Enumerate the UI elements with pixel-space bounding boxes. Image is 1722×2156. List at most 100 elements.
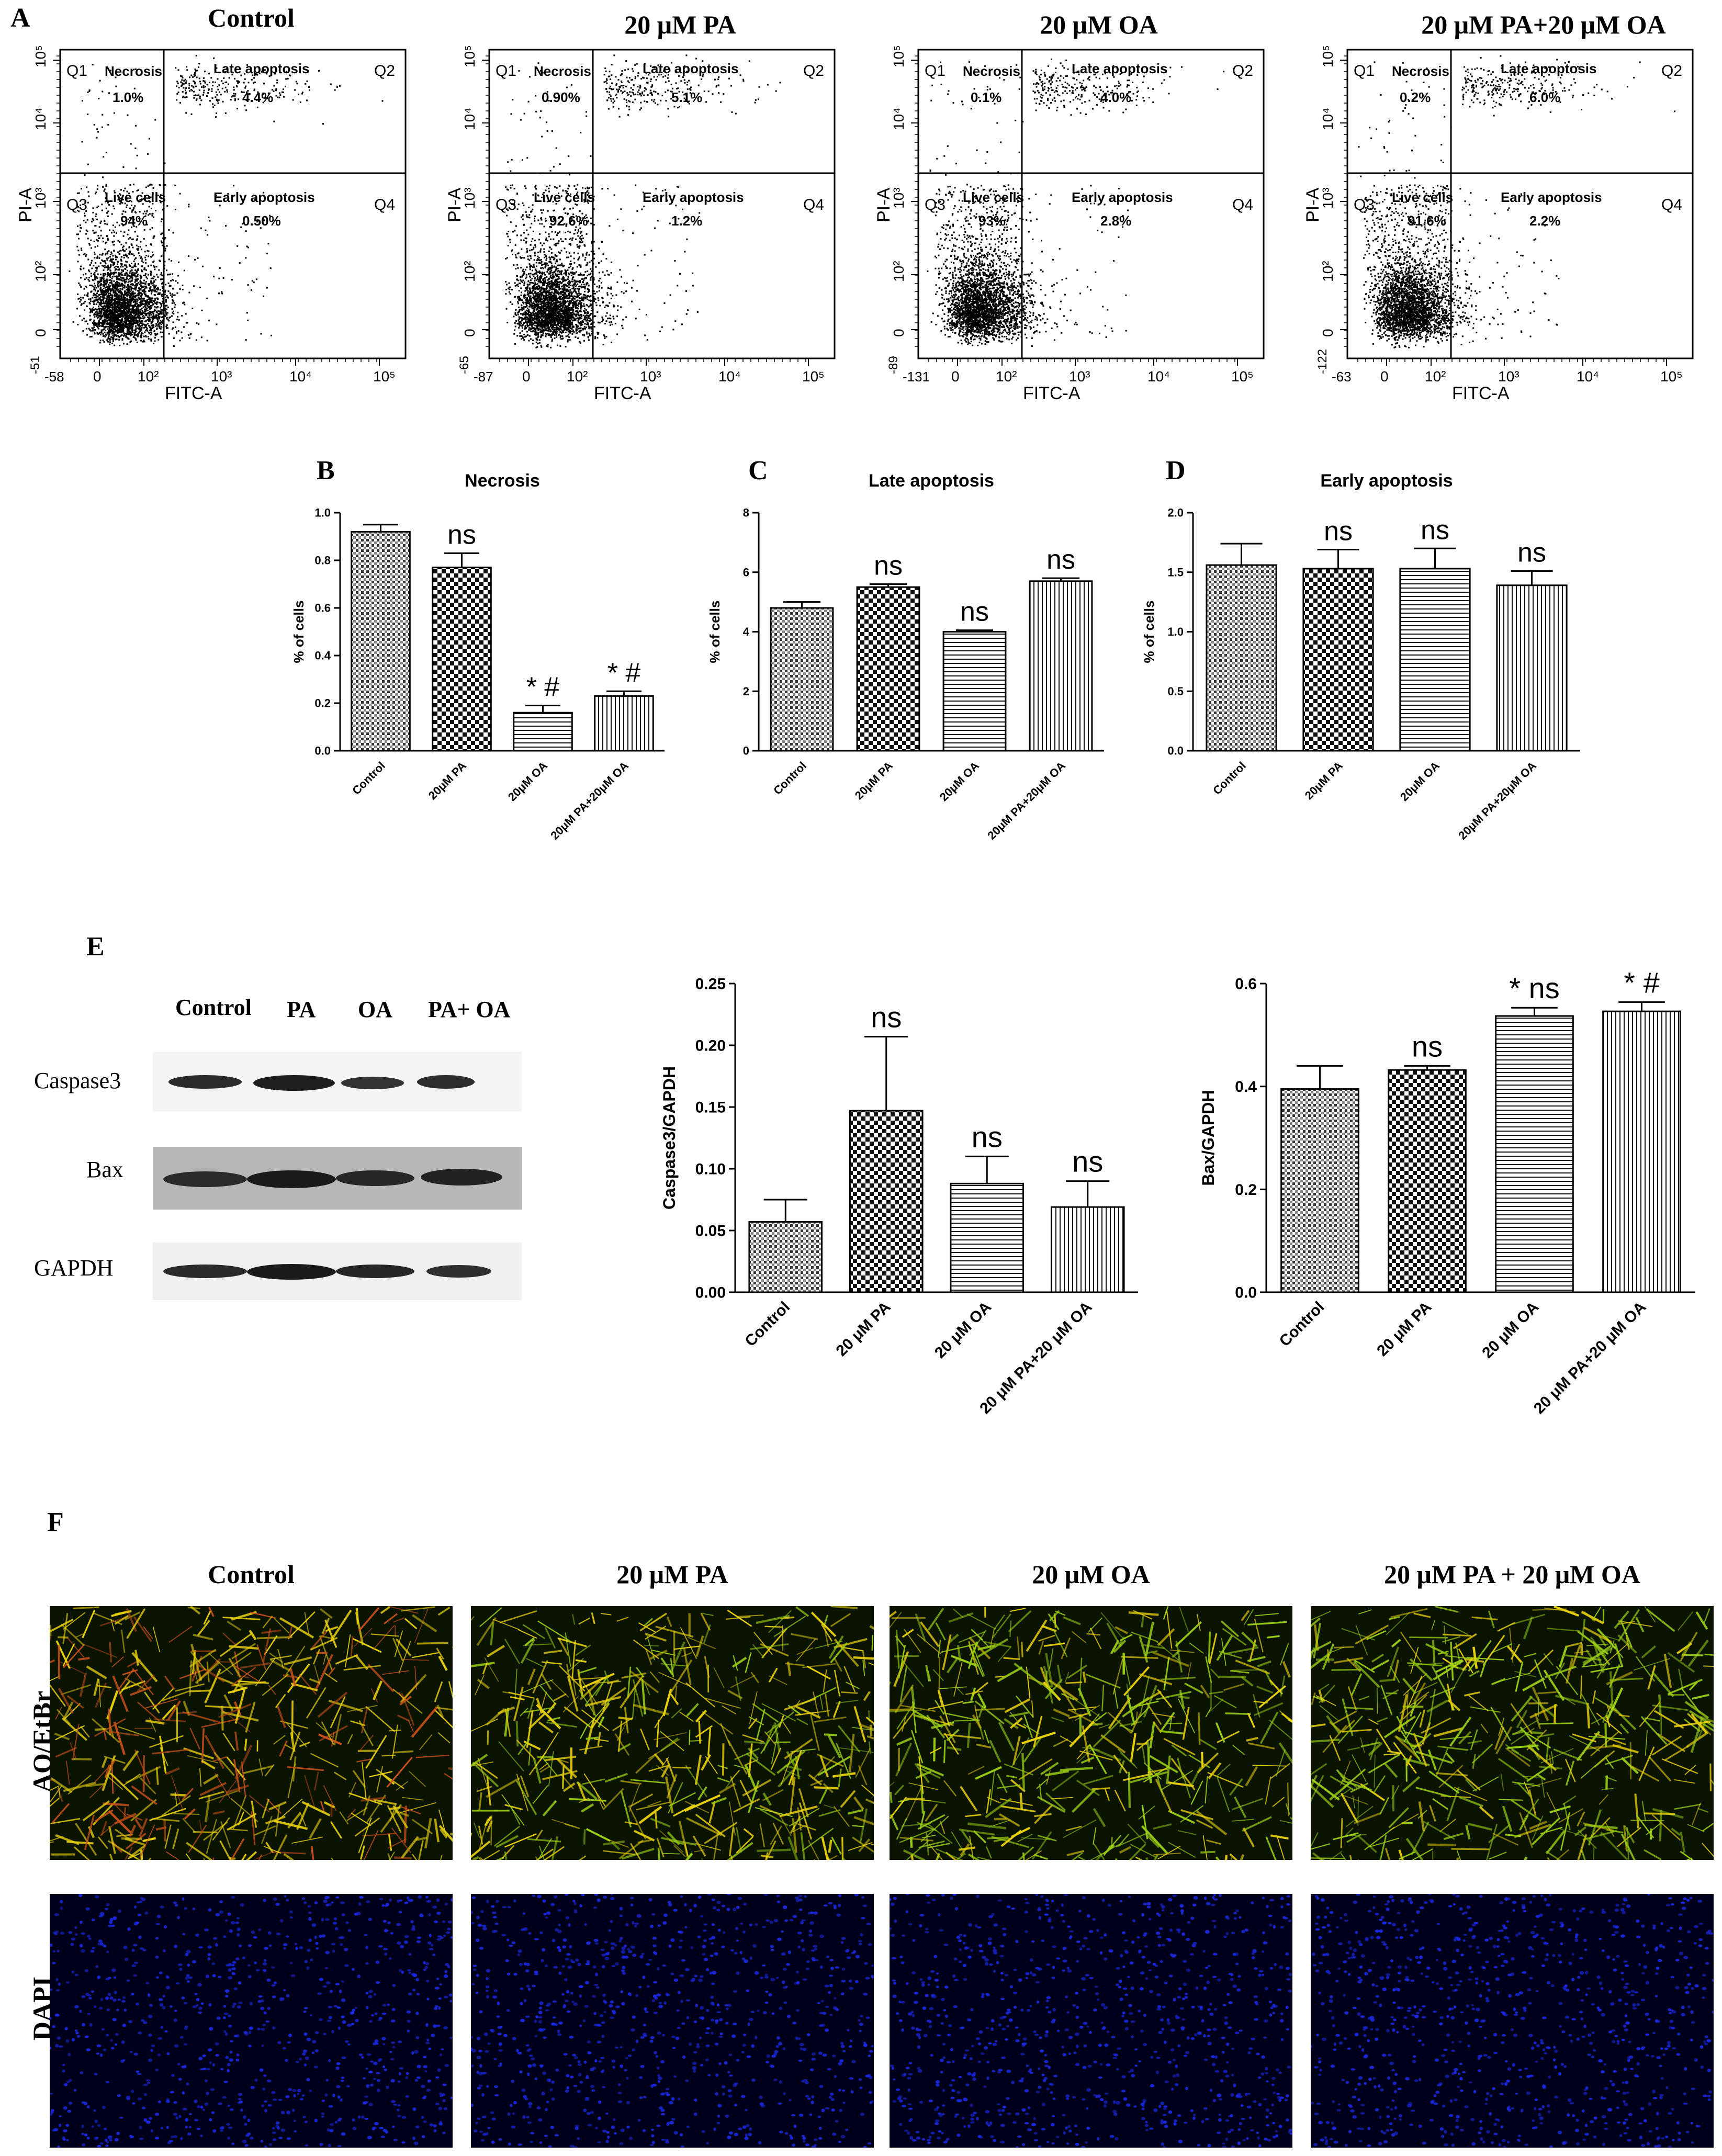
event-dot [584,328,587,330]
event-dot [532,297,534,299]
event-dot [98,306,99,307]
event-dot [144,299,147,301]
event-dot [111,284,114,286]
event-dot [136,154,138,156]
event-dot [122,298,123,300]
event-dot [330,83,332,85]
event-dot [124,202,126,205]
event-dot [237,82,239,84]
event-dot [542,267,544,269]
event-dot [110,310,112,312]
event-dot [83,267,85,269]
event-dot [142,311,144,313]
event-dot [99,311,102,313]
event-dot [96,315,98,318]
event-dot [556,259,558,261]
event-dot [172,278,174,280]
event-dot [201,265,204,267]
event-dot [584,257,587,259]
event-dot [246,312,248,314]
event-dot [106,276,108,278]
event-dot [131,295,133,297]
event-dot [148,338,150,340]
event-dot [520,324,522,326]
event-dot [106,339,108,341]
event-dot [151,184,153,186]
event-dot [234,77,235,80]
event-dot [166,314,168,316]
event-dot [580,311,582,313]
event-dot [528,310,530,312]
event-dot [167,307,169,308]
panel-label-b: B [317,455,335,486]
event-dot [139,274,141,276]
event-dot [514,312,516,314]
event-dot [582,300,584,302]
event-dot [572,297,574,299]
event-dot [140,311,142,313]
event-dot [230,99,232,101]
event-dot [176,99,178,101]
event-dot [129,298,131,300]
event-dot [123,321,125,323]
event-dot [563,309,565,311]
event-dot [541,309,543,311]
event-dot [215,96,217,98]
event-dot [112,314,114,317]
event-dot [586,312,588,314]
event-dot [552,317,554,319]
event-dot [137,235,139,238]
event-dot [166,245,168,247]
event-dot [147,153,149,155]
event-dot [111,303,114,306]
event-dot [116,303,118,306]
event-dot [111,308,114,310]
event-dot [150,283,152,285]
q4-id: Q4 [374,196,395,213]
event-dot [198,63,200,65]
event-dot [523,283,525,285]
event-dot [96,332,98,334]
event-dot [157,325,159,327]
y-min-label: -51 [28,356,42,374]
event-dot [86,295,88,297]
event-dot [240,226,242,228]
event-dot [128,309,130,311]
event-dot [206,297,208,299]
event-dot [159,322,161,324]
event-dot [308,86,310,88]
event-dot [142,317,144,319]
event-dot [243,82,245,84]
event-dot [114,299,116,301]
event-dot [573,331,575,333]
event-dot [555,284,557,286]
event-dot [147,185,149,187]
event-dot [545,310,547,312]
event-dot [593,279,595,281]
q2-id: Q2 [374,62,395,80]
event-dot [590,268,592,270]
event-dot [559,331,561,333]
event-dot [129,303,131,306]
event-dot [92,230,94,232]
event-dot [533,308,535,310]
event-dot [144,295,147,297]
event-dot [572,303,574,305]
event-dot [543,313,545,315]
event-dot [161,283,163,285]
event-dot [117,276,119,278]
event-dot [543,325,545,327]
event-dot [104,279,106,281]
event-dot [145,276,148,278]
event-dot [131,266,133,268]
event-dot [542,294,544,296]
event-dot [141,276,143,278]
event-dot [534,278,536,280]
event-dot [125,304,127,307]
event-dot [515,314,517,316]
event-dot [135,265,137,267]
event-dot [100,278,103,280]
event-dot [109,276,111,278]
event-dot [109,282,111,284]
event-dot [142,333,144,334]
